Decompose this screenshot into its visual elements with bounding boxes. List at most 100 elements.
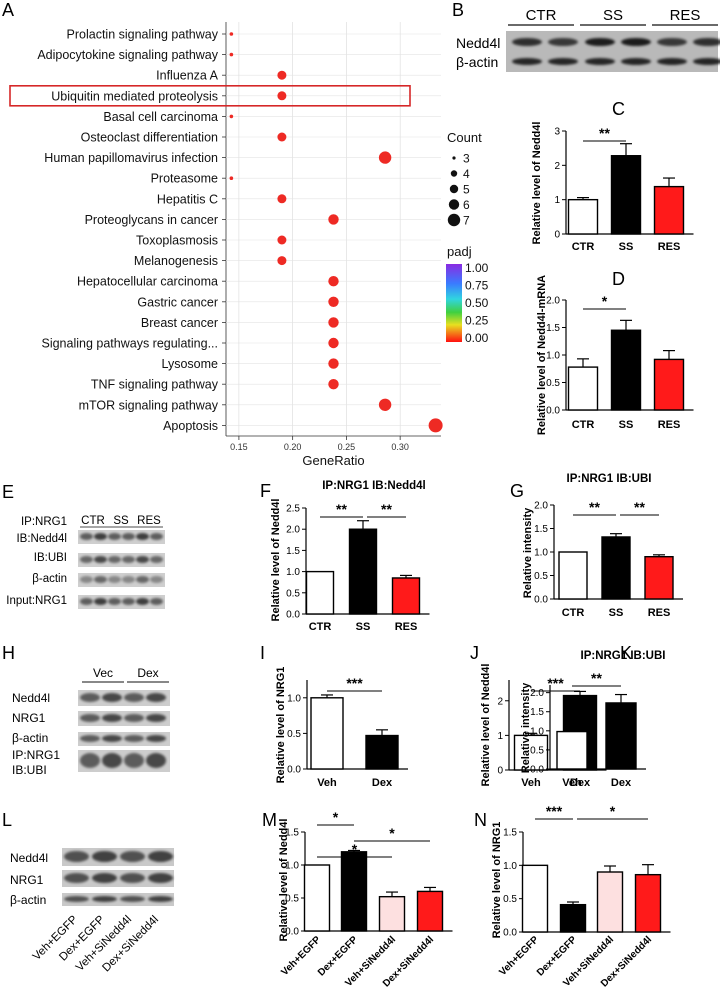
blot-band xyxy=(102,735,122,742)
bar xyxy=(596,871,624,933)
category-label: SS xyxy=(609,607,624,619)
enrichment-dot xyxy=(229,114,234,119)
enrichment-dot xyxy=(378,151,392,164)
size-legend-dot xyxy=(449,184,459,194)
blot-row-label: IB:UBI xyxy=(34,552,67,564)
blot-band xyxy=(657,38,687,46)
blot-band xyxy=(80,714,100,722)
blot-membrane xyxy=(62,870,174,887)
color-legend-label: 0.50 xyxy=(465,296,489,310)
y-tick-label: 0.0 xyxy=(287,765,301,776)
size-legend-label: 5 xyxy=(463,183,470,197)
y-tick-label: 1.5 xyxy=(530,707,544,718)
blot-band xyxy=(80,753,100,768)
blot-band xyxy=(92,851,117,862)
term-label: Melanogenesis xyxy=(134,254,218,268)
enrichment-dot xyxy=(229,52,234,57)
blot-membrane xyxy=(506,31,718,72)
bar xyxy=(416,890,444,932)
category-label: RES xyxy=(658,419,681,431)
blot-row-label: Nedd4l xyxy=(12,691,50,705)
blot-band xyxy=(136,576,149,583)
term-label: Ubiquitin mediated proteolysis xyxy=(51,89,218,103)
y-axis-title: Relative level of Nedd4l xyxy=(270,499,282,622)
y-tick-label: 3 xyxy=(554,127,560,138)
highlight-box xyxy=(9,85,411,107)
chart-title: IP:NRG1 IB:Nedd4l xyxy=(322,480,426,492)
blot-band xyxy=(92,896,117,902)
size-legend-dot xyxy=(452,156,456,160)
blot-band xyxy=(148,873,173,883)
significance-label: ** xyxy=(599,125,610,141)
bar xyxy=(391,577,421,615)
x-tick-label: 0.25 xyxy=(338,442,356,452)
blot-band xyxy=(621,58,651,65)
blot-row-label: Input:NRG1 xyxy=(6,595,67,607)
term-label: Proteoglycans in cancer xyxy=(85,213,218,227)
blot-band xyxy=(150,533,163,540)
blot-band xyxy=(94,556,107,563)
blot-band xyxy=(120,896,145,902)
y-tick-label: 0.5 xyxy=(546,378,560,389)
bar xyxy=(365,734,399,770)
lane-header: CTR xyxy=(526,7,557,24)
panel-letter-i: I xyxy=(260,643,265,663)
enrichment-dot xyxy=(328,317,339,328)
blot-band xyxy=(136,598,149,605)
lane-header: CTR xyxy=(81,515,105,527)
term-label: Gastric cancer xyxy=(137,295,218,309)
significance-label: ** xyxy=(589,499,600,515)
blot-band xyxy=(122,576,135,583)
y-tick-label: 1.0 xyxy=(546,351,560,362)
panel-letter-g: G xyxy=(510,481,524,501)
blot-band xyxy=(102,693,122,702)
blot-band xyxy=(548,38,578,46)
bar xyxy=(567,198,599,235)
blot-band xyxy=(122,556,135,563)
bar xyxy=(558,551,588,600)
blot-band xyxy=(512,58,542,65)
size-legend-label: 4 xyxy=(463,167,470,181)
enrichment-dot xyxy=(328,276,339,287)
category-label: SS xyxy=(356,621,371,633)
x-axis-title: GeneRatio xyxy=(302,453,364,468)
significance-label: *** xyxy=(546,803,563,819)
blot-band xyxy=(148,896,173,902)
category-label: CTR xyxy=(562,607,585,619)
blot-band xyxy=(585,58,615,65)
blot-band xyxy=(80,576,93,583)
panel-letter-j: J xyxy=(470,643,479,663)
blot-band xyxy=(94,576,107,583)
bar xyxy=(644,556,674,600)
blot-band xyxy=(94,598,107,605)
term-label: TNF signaling pathway xyxy=(91,378,219,392)
chart-title: IP:NRG1 IB:UBI xyxy=(581,650,666,662)
panel-letter-a: A xyxy=(2,0,14,20)
blot-band xyxy=(150,598,163,605)
enrichment-dot xyxy=(277,70,287,80)
y-tick-label: 0.5 xyxy=(287,729,301,740)
y-tick-label: 1.5 xyxy=(286,546,300,557)
blot-band xyxy=(80,556,93,563)
significance-label: * xyxy=(610,803,616,819)
y-tick-label: 1 xyxy=(497,731,503,742)
bar xyxy=(567,366,599,411)
blot-band xyxy=(621,38,651,46)
blot-membrane xyxy=(78,750,170,772)
category-label: Veh xyxy=(317,777,337,789)
y-tick-label: 0.5 xyxy=(286,588,300,599)
y-tick-label: 2 xyxy=(554,161,560,172)
term-label: Osteoclast differentiation xyxy=(81,131,218,145)
category-label: Veh xyxy=(521,777,541,789)
y-tick-label: 1.0 xyxy=(285,861,299,872)
size-legend-title: Count xyxy=(447,130,482,145)
blot-membrane xyxy=(78,711,170,726)
blot-band xyxy=(693,38,720,46)
bar-chart-f: F IP:NRG1 IB:Nedd4l 0.0 0.5 1.0 1.5 2.0 2.5 Rela… xyxy=(260,480,430,633)
blot-band xyxy=(136,533,149,540)
significance-label: ** xyxy=(381,501,392,517)
y-tick-label: 1.0 xyxy=(503,861,517,872)
